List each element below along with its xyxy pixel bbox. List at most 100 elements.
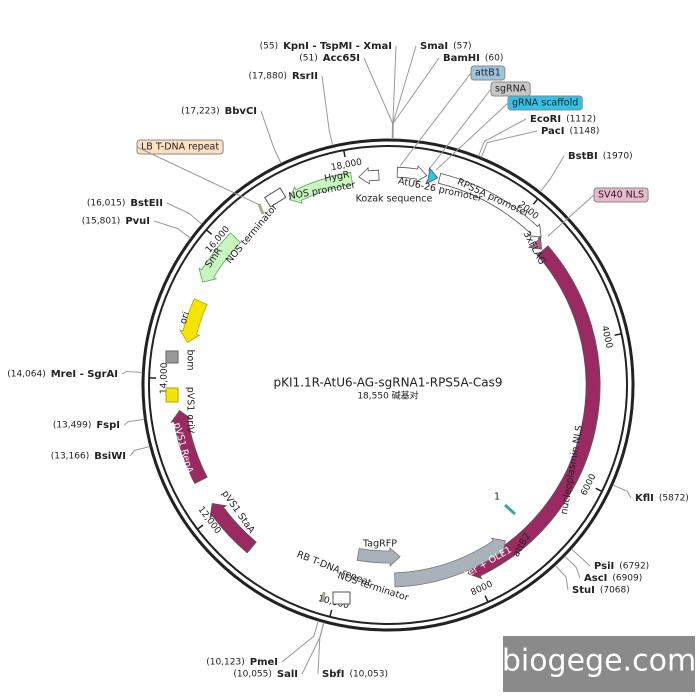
ring-tick-label: 8000 [469, 579, 494, 598]
site-name: PmeI [250, 657, 278, 668]
site-name: MreI - SgrAI [51, 369, 118, 380]
tagrfp-arrow [356, 547, 401, 567]
ring-tick [342, 149, 346, 158]
site-leader [129, 446, 150, 457]
site-position: (60) [485, 54, 503, 64]
site-position: (17,880) [248, 72, 287, 82]
feature-label: TagRFP [362, 539, 397, 550]
site-position: (5872) [659, 494, 689, 504]
stat-arrow [209, 503, 257, 554]
ring-tick [484, 595, 489, 603]
site-position: (15,801) [82, 217, 121, 227]
site-position: (6909) [612, 574, 642, 584]
ring-tick [595, 487, 603, 493]
backbone-outer [141, 138, 635, 632]
watermark-box [503, 636, 695, 692]
site-name: EcoRI [530, 114, 561, 125]
nos-term-box [332, 591, 351, 605]
site-name: StuI [572, 585, 595, 596]
cas9-arrow [467, 245, 601, 580]
site-position: (14,064) [7, 370, 46, 380]
site-leader [281, 620, 319, 663]
repa-arrow [170, 410, 208, 485]
site-position: (10,055) [233, 670, 272, 680]
feature-label: Cas9 [599, 368, 610, 391]
watermark: biogege.com [502, 644, 696, 679]
map-length: 18,550 碱基对 [357, 390, 418, 402]
bom-box [165, 350, 179, 364]
feature-label: NOS terminator [224, 202, 280, 266]
site-position: (55) [260, 42, 278, 52]
site-leader [480, 130, 538, 158]
orivi-box [165, 387, 179, 403]
site-name: SmaI [420, 41, 448, 52]
rb-repeat [321, 591, 326, 603]
site-leader [554, 565, 569, 591]
callout-label: LB T-DNA repeat [141, 142, 219, 153]
site-name: BbvCI [225, 106, 257, 117]
callout-leader [547, 194, 595, 237]
site-position: (10,123) [206, 658, 245, 668]
hygr-arrow [288, 171, 354, 204]
ring-tick [532, 198, 539, 205]
site-name: FspI [96, 420, 120, 431]
site-position: (1148) [569, 127, 599, 137]
site-leader [363, 57, 394, 140]
feature-1-mark [503, 503, 517, 516]
callout-label: attB1 [475, 68, 501, 79]
feature-label: HygR [324, 169, 351, 184]
feature-label: 3xFLAG [521, 229, 548, 266]
callout-label: gRNA scaffold [512, 98, 578, 109]
site-name: SbfI [322, 669, 344, 680]
site-position: (1112) [566, 115, 596, 125]
site-leader [392, 57, 440, 140]
nos-term-box-top [264, 187, 287, 208]
ring-tick [205, 229, 213, 235]
ring-tick-label: 4000 [599, 325, 614, 350]
feature-label: ori [178, 310, 192, 325]
ring-tick [614, 333, 622, 337]
site-name: KpnI - TspMI - XmaI [283, 41, 392, 52]
site-leader [123, 418, 145, 426]
site-position: (13,499) [53, 421, 92, 431]
site-leader [571, 548, 591, 567]
site-name: BsiWI [94, 451, 126, 462]
flag-arrow [528, 235, 542, 250]
callout-label: SV40 NLS [598, 190, 644, 201]
site-name: PvuI [125, 216, 150, 227]
ring-tick-label: 6000 [579, 472, 598, 497]
site-leader [301, 622, 325, 675]
nos-promoter-arrow [358, 167, 380, 185]
site-leader [121, 371, 143, 375]
ori-arrow [179, 298, 208, 343]
site-name: BamHI [443, 53, 480, 64]
site-name: PacI [541, 126, 564, 137]
site-leader [564, 555, 581, 579]
site-leader [317, 622, 325, 675]
ole1-arrow [394, 537, 506, 588]
site-leader [153, 220, 191, 239]
feature-label: pVS1 oriV [185, 387, 196, 434]
map-title: pKI1.1R-AtU6-AG-sgRNA1-RPS5A-Cas9 [274, 376, 503, 390]
site-position: (17,223) [181, 107, 220, 117]
site-name: AscI [584, 573, 607, 584]
site-name: BstEII [130, 198, 163, 209]
site-position: (1970) [603, 152, 633, 162]
site-leader [392, 45, 417, 140]
callout-leader [429, 88, 492, 169]
site-leader [321, 75, 334, 146]
callout-leader [136, 146, 261, 206]
site-name: PsiI [594, 561, 614, 572]
site-leader [260, 110, 282, 164]
rps5a-arrow [437, 173, 542, 238]
callout-label: sgRNA [495, 84, 527, 95]
site-name: KflI [635, 493, 654, 504]
site-name: BstBI [568, 151, 598, 162]
callout-leader [399, 72, 472, 167]
site-leader [478, 118, 527, 157]
site-name: RsrII [292, 71, 318, 82]
site-name: Acc65I [323, 53, 360, 64]
backbone-inner [148, 145, 628, 625]
